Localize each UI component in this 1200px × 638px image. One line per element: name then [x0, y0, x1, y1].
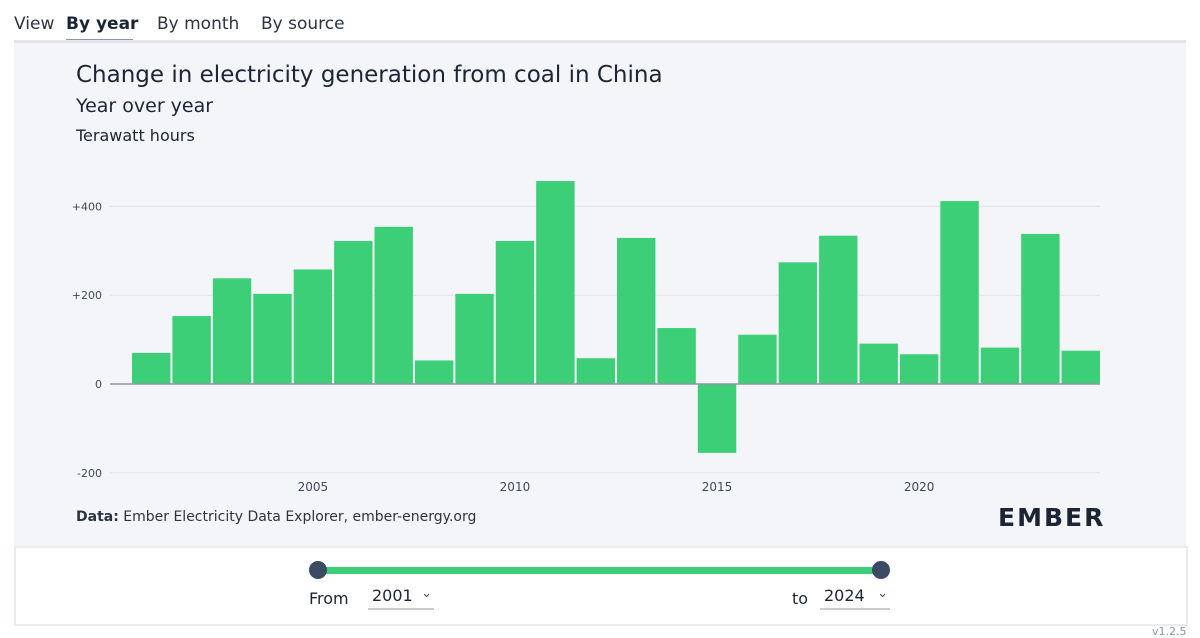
tab-by-year[interactable]: By year — [66, 14, 139, 34]
source-text: Ember Electricity Data Explorer, ember-e… — [123, 509, 477, 525]
bar — [899, 354, 939, 384]
from-year-value: 2001 — [372, 586, 413, 605]
x-tick-label: 2015 — [702, 480, 733, 494]
chevron-down-icon: ⌄ — [877, 586, 888, 601]
to-label: to — [792, 589, 809, 608]
range-end-handle[interactable] — [872, 561, 890, 579]
bar — [212, 278, 252, 384]
y-tick-label: +400 — [72, 200, 102, 213]
range-slider-track[interactable] — [318, 567, 881, 574]
bar — [980, 347, 1020, 384]
x-tick-label: 2020 — [904, 480, 935, 494]
bar — [536, 181, 575, 384]
chart-subtitle: Year over year — [76, 95, 214, 117]
y-tick-label: -200 — [77, 467, 102, 480]
bar — [172, 316, 211, 384]
y-tick-label: +200 — [72, 289, 102, 302]
view-tabs: View By year By month By source — [0, 0, 1200, 44]
ember-logo: EMBER — [998, 503, 1106, 532]
bar — [859, 343, 898, 384]
bar — [697, 384, 737, 453]
from-label: From — [309, 589, 349, 608]
bar — [940, 201, 979, 384]
version-label: v1.2.5 — [1152, 625, 1187, 638]
chevron-down-icon: ⌄ — [421, 586, 432, 601]
bar-chart: -200 0 +200 +400 2005 2010 2015 2020 — [72, 181, 1100, 494]
bar — [334, 241, 373, 384]
chart-panel — [14, 40, 1186, 546]
bar — [617, 237, 656, 384]
bar — [374, 226, 413, 384]
from-year-select[interactable]: 2001 ⌄ — [368, 586, 434, 610]
bar — [455, 293, 494, 384]
tab-by-month[interactable]: By month — [157, 14, 240, 34]
bar — [495, 241, 535, 384]
bar — [657, 328, 696, 384]
y-tick-label: 0 — [95, 378, 102, 391]
year-range-selector — [14, 546, 1188, 626]
source-prefix: Data: — [76, 509, 119, 525]
to-year-select[interactable]: 2024 ⌄ — [820, 586, 890, 610]
bar — [1061, 350, 1100, 384]
bar — [293, 269, 333, 384]
bar — [414, 360, 454, 384]
bar — [253, 293, 292, 384]
x-tick-label: 2005 — [298, 480, 329, 494]
chart-unit: Terawatt hours — [76, 126, 195, 145]
bar — [132, 352, 171, 384]
bar — [738, 334, 777, 384]
bar — [1021, 233, 1060, 384]
bar — [778, 262, 818, 384]
chart-title: Change in electricity generation from co… — [76, 62, 663, 88]
view-label: View — [14, 14, 55, 34]
to-year-value: 2024 — [824, 586, 865, 605]
data-source: Data: Ember Electricity Data Explorer, e… — [76, 509, 476, 525]
tab-by-source[interactable]: By source — [261, 14, 345, 34]
x-tick-label: 2010 — [500, 480, 531, 494]
bar — [819, 235, 858, 384]
bar — [576, 358, 615, 384]
range-start-handle[interactable] — [309, 561, 327, 579]
